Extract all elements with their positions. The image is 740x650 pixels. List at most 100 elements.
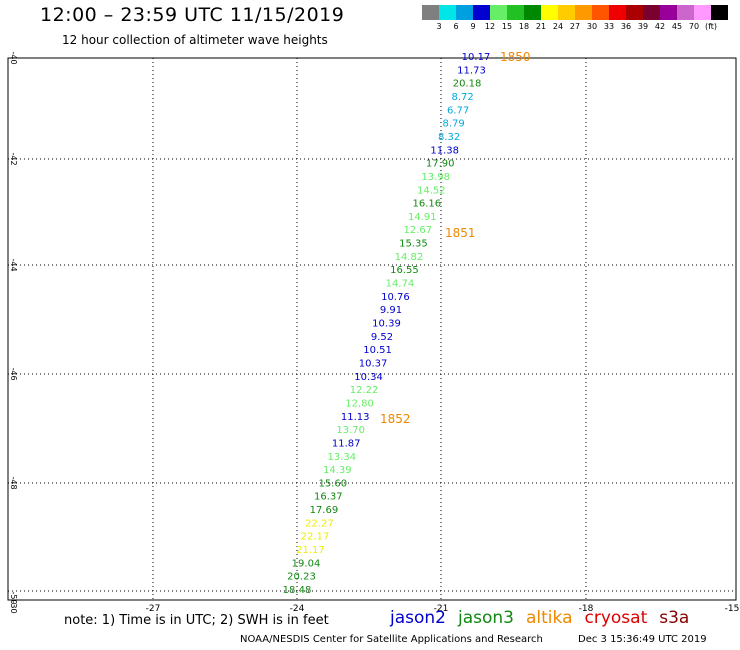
scale-swatch [694, 5, 711, 20]
scale-label: 27 [569, 22, 581, 31]
wave-height-value: 12.80 [345, 398, 374, 409]
latitude-label: -48 [9, 476, 18, 489]
wave-height-value: 15.35 [399, 239, 428, 250]
longitude-label: -15 [725, 604, 740, 614]
wave-height-value: 10.39 [372, 319, 401, 330]
wave-height-value: 18.48 [283, 585, 312, 596]
wave-height-scale-labels: 3 6 9 12 15 18 21 24 27 30 33 36 39 42 45 70 (ft) [422, 22, 740, 34]
wave-observations: 10.17 11.73 20.18 8.72 6.77 8.79 8.32 11.38 17.9… [283, 52, 491, 596]
wave-height-value: 12.22 [350, 385, 379, 396]
longitude-label: -24 [290, 604, 305, 614]
wave-height-value: 14.91 [408, 212, 437, 223]
latitude-label: -44 [9, 258, 18, 271]
wave-height-value: 22.17 [301, 532, 330, 543]
mission-legend-item: altika [526, 608, 573, 628]
mission-legend-item: cryosat [584, 608, 648, 628]
wave-height-value: 10.51 [363, 345, 392, 356]
wave-height-value: 17.69 [310, 505, 339, 516]
wave-height-value: 16.37 [314, 492, 343, 503]
wave-height-value: 13.98 [421, 172, 450, 183]
scale-label: 33 [603, 22, 615, 31]
wave-height-value: 17.90 [426, 159, 455, 170]
scale-swatch [507, 5, 524, 20]
scale-swatch [643, 5, 660, 20]
wave-height-value: 22.27 [305, 518, 334, 529]
mission-legend: jason2 jason3 altika cryosat s3a [390, 608, 689, 628]
scale-swatch [677, 5, 694, 20]
generation-timestamp: Dec 3 15:36:49 UTC 2019 [578, 634, 707, 645]
longitude-label: -27 [146, 604, 161, 614]
scale-swatch [422, 5, 439, 20]
footnote: note: 1) Time is in UTC; 2) SWH is in fe… [64, 613, 329, 628]
scale-swatch [609, 5, 626, 20]
wave-height-value: 11.38 [430, 145, 459, 156]
mission-legend-item: s3a [659, 608, 690, 628]
wave-height-value: 10.76 [381, 292, 410, 303]
page-subtitle: 12 hour collection of altimeter wave hei… [62, 33, 328, 47]
wave-height-value: 9.52 [371, 332, 393, 343]
wave-height-value: 13.34 [327, 452, 356, 463]
scale-label: 24 [552, 22, 564, 31]
wave-height-color-scale [422, 5, 728, 20]
scale-swatch [660, 5, 677, 20]
time-marker: 1852 [380, 412, 411, 426]
page-title: 12:00 – 23:59 UTC 11/15/2019 [40, 4, 345, 26]
scale-swatch [711, 5, 728, 20]
scale-swatch [592, 5, 609, 20]
wave-height-value: 16.55 [390, 265, 419, 276]
scale-swatch [456, 5, 473, 20]
scale-label: (ft) [704, 22, 718, 31]
latitude-labels: -40 -42 -44 -46 -48 -50-30 [9, 51, 18, 613]
wave-height-value: 21.17 [296, 545, 325, 556]
scale-label: 70 [688, 22, 700, 31]
wave-height-value: 14.74 [386, 279, 415, 290]
wave-height-value: 6.77 [447, 105, 469, 116]
map-grid [7, 57, 737, 601]
credit-line: NOAA/NESDIS Center for Satellite Applica… [240, 634, 543, 645]
wave-height-value: 9.91 [380, 305, 402, 316]
scale-label: 12 [484, 22, 496, 31]
scale-label: 15 [501, 22, 513, 31]
longitude-label: -18 [579, 604, 594, 614]
latitude-label: -30 [9, 600, 18, 613]
longitude-label: -21 [434, 604, 449, 614]
scale-label: 9 [470, 22, 476, 31]
wave-height-value: 16.16 [412, 199, 441, 210]
latitude-label: -46 [9, 367, 18, 380]
scale-label: 21 [535, 22, 547, 31]
wave-height-value: 20.23 [287, 572, 316, 583]
wave-height-value: 11.13 [341, 412, 370, 423]
scale-label: 36 [620, 22, 632, 31]
latitude-label: -50 [9, 591, 18, 604]
time-marker: 1851 [445, 226, 476, 240]
scale-label: 30 [586, 22, 598, 31]
scale-swatch [558, 5, 575, 20]
scale-swatch [575, 5, 592, 20]
longitude-labels: -27 -24 -21 -18 -15 [146, 604, 740, 614]
scale-label: 45 [671, 22, 683, 31]
scale-label: 39 [637, 22, 649, 31]
time-markers: 1850 1851 1852 [380, 50, 531, 426]
wave-height-value: 12.67 [403, 225, 432, 236]
time-marker: 1850 [500, 50, 531, 64]
wave-height-value: 8.79 [442, 119, 464, 130]
wave-height-value: 10.34 [354, 372, 383, 383]
wave-height-value: 10.37 [359, 359, 388, 370]
scale-label: 18 [518, 22, 530, 31]
wave-height-value: 11.73 [457, 65, 486, 76]
latitude-label: -40 [9, 51, 18, 64]
scale-label: 42 [654, 22, 666, 31]
wave-height-value: 20.18 [453, 79, 482, 90]
wave-height-value: 8.72 [451, 92, 473, 103]
scale-swatch [626, 5, 643, 20]
wave-height-value: 14.52 [417, 185, 446, 196]
wave-height-value: 14.39 [323, 465, 352, 476]
wave-height-value: 10.17 [462, 52, 491, 63]
scale-label: 6 [453, 22, 459, 31]
wave-height-value: 19.04 [292, 558, 321, 569]
scale-swatch [439, 5, 456, 20]
mission-legend-item: jason2 [390, 608, 446, 628]
scale-label: 3 [436, 22, 442, 31]
wave-height-value: 11.87 [332, 438, 361, 449]
